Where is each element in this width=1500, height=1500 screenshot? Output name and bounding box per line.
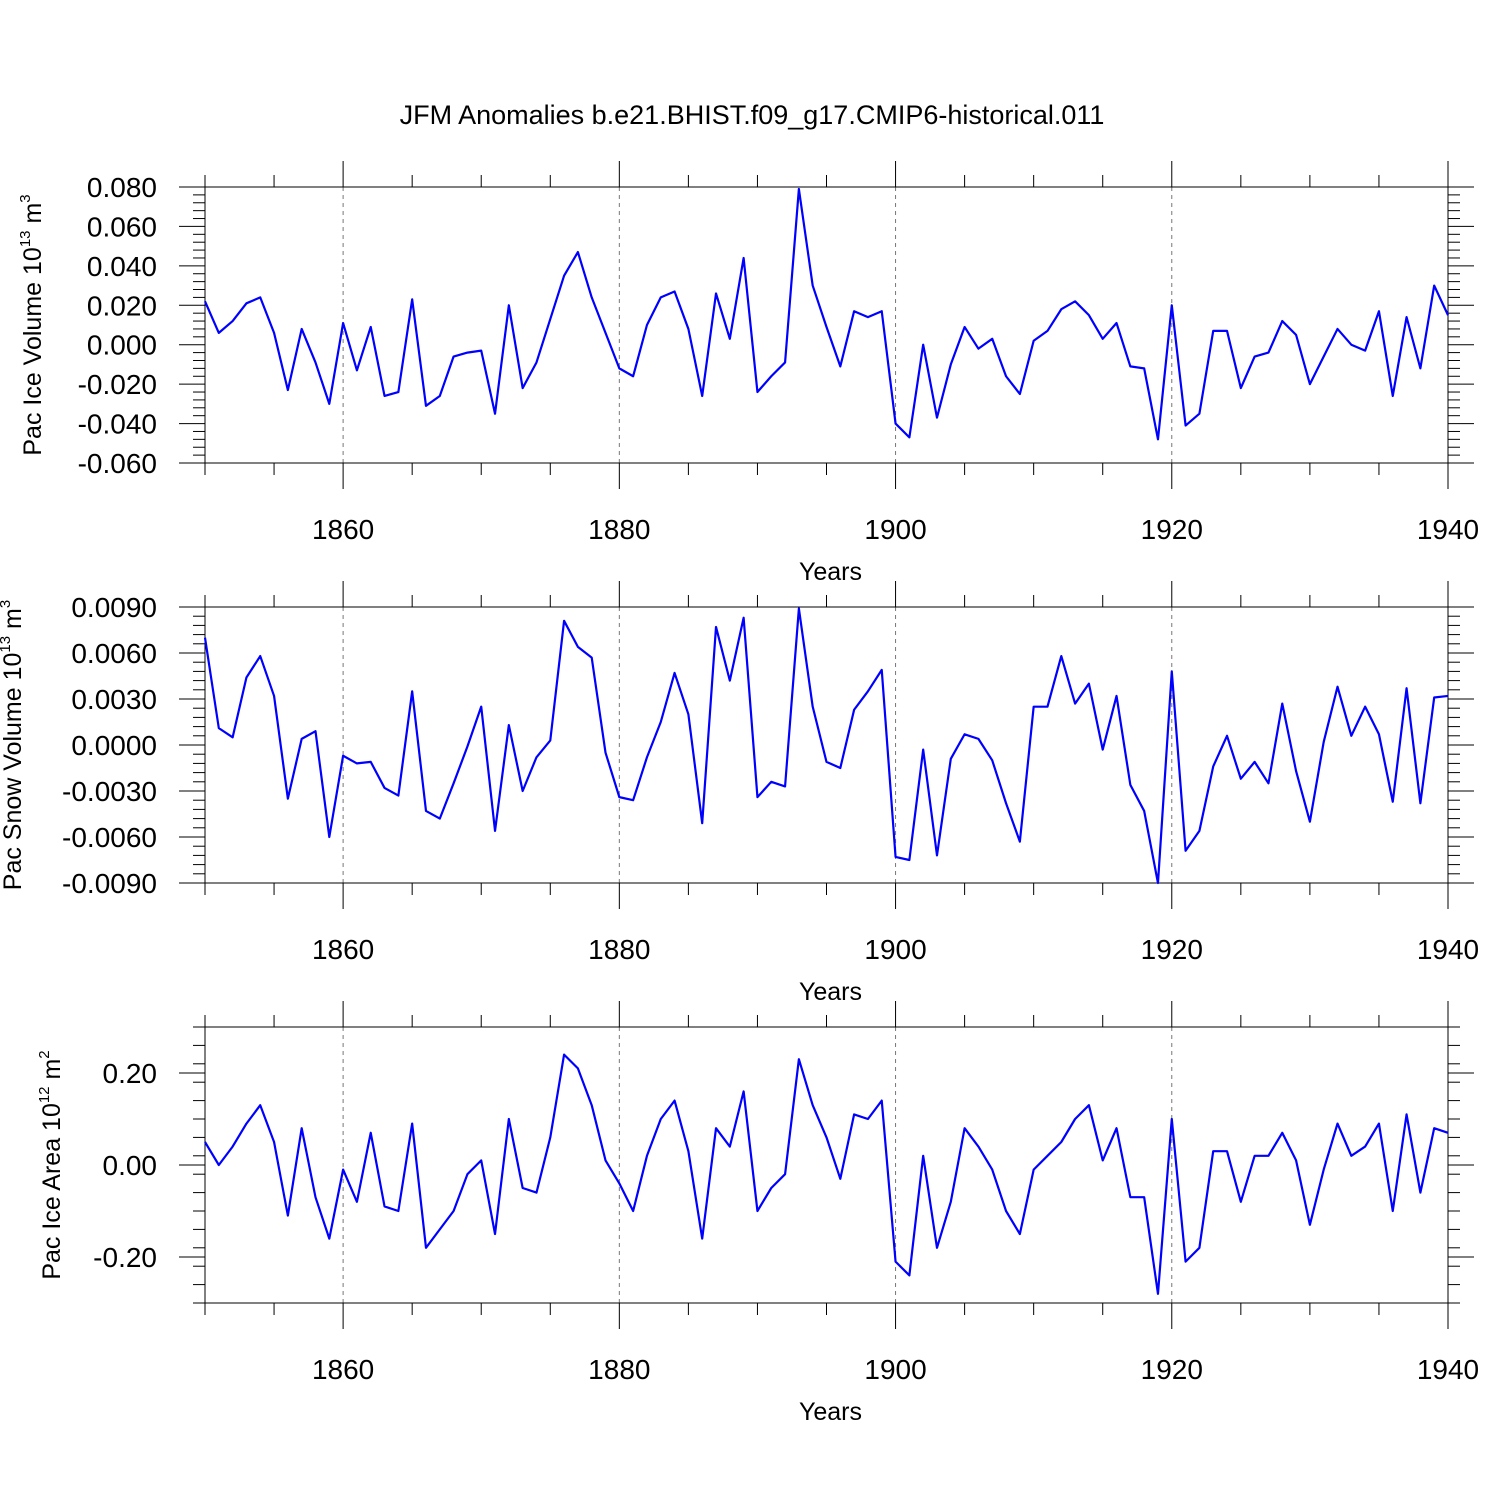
x-tick-label: 1880 — [588, 1354, 650, 1385]
y-tick-label: 0.0090 — [71, 592, 157, 623]
x-tick-label: 1880 — [588, 934, 650, 965]
x-tick-label: 1860 — [312, 1354, 374, 1385]
panel-3: 1860 1880 1900 1920 1940 -0.20 0.00 0.20 Years Pa… — [36, 1001, 1479, 1426]
x-axis-label: Years — [799, 1398, 862, 1426]
x-tick-label: 1920 — [1141, 934, 1203, 965]
y-tick-label: 0.0030 — [71, 684, 157, 715]
x-tick-label: 1900 — [864, 934, 926, 965]
y-tick-label: 0.060 — [87, 211, 157, 242]
x-tick-label: 1940 — [1417, 514, 1479, 545]
x-tick-label: 1880 — [588, 514, 650, 545]
plot-frame — [204, 1026, 1449, 1304]
x-tick-label: 1940 — [1417, 1354, 1479, 1385]
y-tick-label: 0.00 — [103, 1150, 158, 1181]
plot-frame — [204, 606, 1449, 884]
y-axis-label: Pac Snow Volume 1013 m3 — [0, 600, 27, 890]
x-tick-label: 1920 — [1141, 514, 1203, 545]
panel-2: 1860 1880 1900 1920 1940 -0.0090 -0.0060 -0.003… — [0, 581, 1479, 1006]
x-axis-label: Years — [799, 978, 862, 1006]
y-tick-label: 0.0060 — [71, 638, 157, 669]
x-axis-label: Years — [799, 558, 862, 586]
y-tick-label: 0.080 — [87, 172, 157, 203]
y-tick-label: 0.020 — [87, 290, 157, 321]
y-tick-label: 0.0000 — [71, 730, 157, 761]
x-tick-label: 1860 — [312, 514, 374, 545]
y-tick-label: 0.20 — [103, 1058, 158, 1089]
y-tick-label: -0.040 — [78, 409, 157, 440]
series-line — [204, 1053, 1449, 1295]
x-tick-label: 1860 — [312, 934, 374, 965]
series-line — [203, 187, 1449, 441]
series-line — [203, 607, 1449, 885]
y-tick-label: -0.20 — [93, 1242, 157, 1273]
panel-1: 1860 1880 1900 1920 1940 -0.060 -0.040 -0.020 0.… — [17, 161, 1479, 586]
x-tick-label: 1900 — [864, 514, 926, 545]
y-tick-label: 0.040 — [87, 251, 157, 282]
x-tick-label: 1900 — [864, 1354, 926, 1385]
y-tick-label: -0.060 — [78, 448, 157, 479]
x-tick-label: 1940 — [1417, 934, 1479, 965]
y-tick-label: -0.0060 — [62, 822, 157, 853]
chart-title: JFM Anomalies b.e21.BHIST.f09_g17.CMIP6-… — [400, 100, 1105, 130]
y-axis-label: Pac Ice Area 1012 m2 — [36, 1050, 66, 1279]
y-tick-label: -0.0030 — [62, 776, 157, 807]
y-axis-label: Pac Ice Volume 1013 m3 — [17, 194, 47, 455]
x-tick-label: 1920 — [1141, 1354, 1203, 1385]
y-tick-label: 0.000 — [87, 330, 157, 361]
y-tick-label: -0.020 — [78, 369, 157, 400]
y-tick-label: -0.0090 — [62, 868, 157, 899]
